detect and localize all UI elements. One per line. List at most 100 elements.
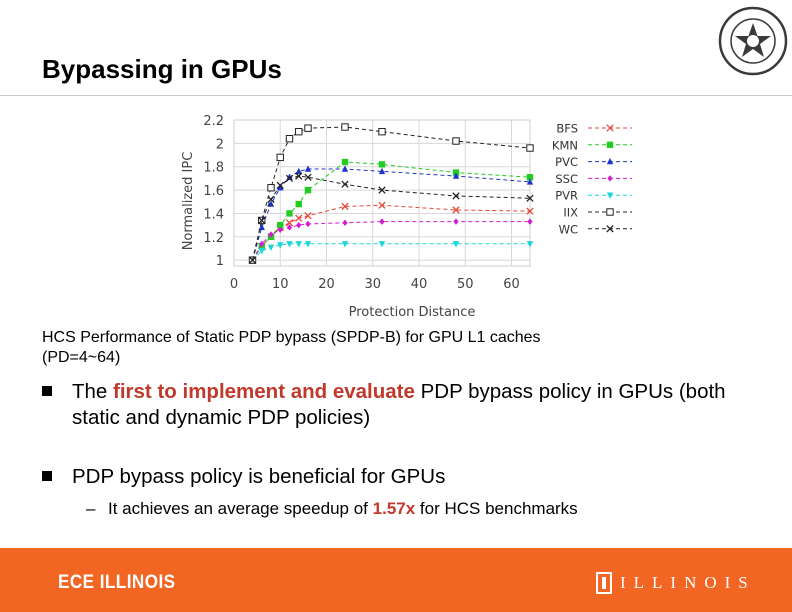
series-iix [248, 123, 534, 264]
bullet-text-end: PDP bypass policy in GPUs (both static a… [72, 380, 726, 429]
data-point [304, 186, 312, 194]
data-point [606, 157, 614, 165]
legend-label: KMN [552, 138, 578, 152]
legend-item-kmn: KMN [552, 138, 632, 152]
data-point [248, 256, 257, 264]
seal-icon [718, 6, 788, 76]
data-point [276, 153, 284, 162]
x-tick-label: 0 [230, 277, 238, 292]
square-bullet-icon [42, 471, 52, 481]
data-point [277, 242, 284, 249]
data-point [295, 167, 302, 175]
x-tick-label: 30 [364, 277, 381, 292]
data-point [267, 184, 275, 192]
data-point [277, 221, 284, 229]
data-point [378, 201, 386, 209]
bullet-beneficial: PDP bypass policy is beneficial for GPUs [42, 464, 742, 490]
plot-frame [233, 119, 531, 267]
x-tick-label: 10 [272, 277, 289, 292]
series-pvr [249, 241, 534, 264]
data-point [526, 178, 534, 185]
data-point [267, 244, 275, 252]
data-point [295, 241, 302, 248]
data-point [259, 240, 265, 248]
illinois-logo: ILLINOIS [596, 570, 756, 596]
series-line [252, 126, 531, 261]
data-point [304, 212, 312, 220]
data-point [378, 161, 386, 168]
data-point [286, 210, 293, 217]
data-point [285, 219, 294, 227]
sub-bullet-text-end: for HCS benchmarks [415, 499, 578, 518]
data-point [379, 218, 385, 225]
data-point [295, 127, 303, 136]
data-point [606, 141, 614, 148]
y-tick-label: 1.6 [203, 184, 224, 199]
data-point [258, 216, 266, 225]
figure-caption: HCS Performance of Static PDP bypass (SP… [42, 328, 722, 368]
series-line [252, 175, 531, 261]
series-line [252, 168, 531, 261]
x-tick-label: 60 [503, 277, 520, 292]
data-point [276, 181, 284, 190]
data-point [526, 194, 534, 202]
x-tick-label: 40 [411, 277, 428, 292]
data-point [606, 192, 614, 199]
legend-item-wc: WC [559, 222, 632, 236]
data-point [258, 223, 265, 231]
illinois-i-mark-icon [596, 572, 612, 594]
footer-brand: ECE ILLINOIS [58, 572, 176, 593]
data-point [606, 225, 614, 233]
sub-bullet-speedup: – It achieves an average speedup of 1.57x… [86, 498, 746, 520]
data-point [526, 241, 534, 248]
data-point [378, 241, 386, 248]
bullet-text: The first to implement and evaluate PDP … [72, 379, 742, 431]
legend-item-pvc: PVC [555, 155, 632, 169]
legend-label: PVR [555, 189, 578, 203]
y-tick-label: 2 [216, 137, 224, 152]
chart-canvas: 0 10 20 30 40 50 60 1 1.2 1.4 1.6 1.8 2 2.2 Protection… [181, 114, 632, 320]
data-point [526, 144, 534, 152]
data-point [341, 180, 349, 188]
data-point [341, 202, 349, 211]
data-point [452, 172, 460, 179]
data-point [277, 226, 283, 233]
data-point [267, 200, 275, 207]
legend-label: PVC [555, 155, 578, 169]
legend-item-ssc: SSC [555, 172, 632, 186]
data-point [606, 124, 614, 132]
y-tick-label: 1.8 [203, 161, 224, 176]
x-axis-label: Protection Distance [349, 305, 476, 320]
square-bullet-icon [42, 386, 52, 396]
y-tick-label: 1 [216, 254, 224, 269]
x-tick-label: 20 [318, 277, 335, 292]
data-point [452, 137, 460, 145]
data-point [452, 241, 460, 248]
legend-label: IIX [563, 206, 578, 220]
ipc-chart: 0 10 20 30 40 50 60 1 1.2 1.4 1.6 1.8 2 2.2 Protection… [176, 108, 646, 320]
y-tick-label: 1.2 [203, 231, 224, 246]
data-point [452, 206, 460, 214]
series-line [252, 221, 530, 261]
series-kmn [249, 158, 534, 264]
data-point [341, 165, 349, 172]
y-axis-label: Normalized IPC [181, 152, 196, 251]
legend-label: SSC [555, 172, 578, 186]
data-point [304, 241, 312, 248]
data-point [527, 218, 533, 225]
data-point [341, 123, 349, 131]
data-point [304, 124, 312, 132]
series-wc [248, 172, 534, 264]
speedup-value: 1.57x [372, 499, 416, 518]
sub-bullet-text-start: It achieves an average speedup of [108, 499, 373, 518]
data-point [378, 186, 386, 194]
data-point [296, 221, 302, 229]
data-point [295, 172, 303, 180]
bullet-emphasis: first to implement and evaluate [113, 380, 415, 403]
data-point [378, 167, 386, 175]
data-point [526, 174, 534, 181]
series-line [252, 161, 531, 261]
bullet-text: PDP bypass policy is beneficial for GPUs [72, 465, 446, 488]
caption-line-1: HCS Performance of Static PDP bypass (SP… [42, 329, 541, 346]
data-point [295, 200, 302, 208]
